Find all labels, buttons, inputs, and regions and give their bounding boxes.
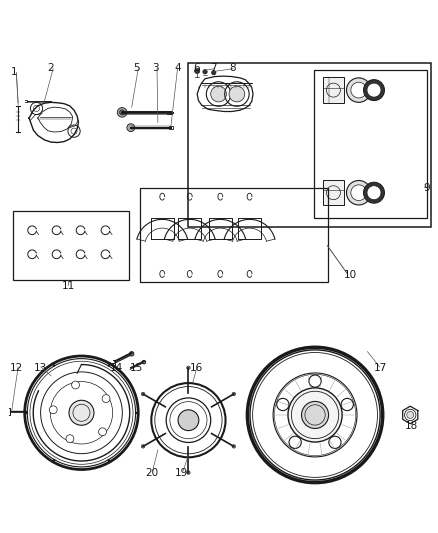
Text: 9: 9 (423, 183, 430, 193)
Circle shape (289, 436, 301, 448)
Text: 1: 1 (11, 67, 17, 77)
Text: 10: 10 (343, 270, 357, 280)
Text: 6: 6 (193, 63, 200, 73)
Text: 13: 13 (33, 363, 46, 373)
Circle shape (229, 86, 245, 102)
Circle shape (69, 400, 94, 425)
Circle shape (346, 181, 371, 205)
Circle shape (288, 388, 342, 442)
Circle shape (117, 108, 127, 117)
Circle shape (346, 78, 371, 102)
Text: 5: 5 (133, 63, 139, 73)
Circle shape (72, 381, 79, 389)
Text: 11: 11 (62, 281, 75, 291)
Circle shape (364, 182, 385, 203)
Circle shape (232, 392, 236, 395)
Circle shape (341, 398, 353, 410)
Circle shape (187, 366, 190, 369)
Circle shape (66, 435, 74, 442)
Bar (188, 63, 431, 227)
Circle shape (364, 79, 385, 101)
Circle shape (211, 86, 226, 102)
Text: 18: 18 (404, 421, 418, 431)
Bar (314, 70, 427, 219)
Text: 20: 20 (145, 467, 158, 478)
Circle shape (194, 68, 200, 74)
Bar (323, 77, 344, 103)
Text: 3: 3 (152, 63, 159, 73)
Circle shape (141, 392, 145, 395)
Circle shape (49, 406, 57, 414)
Text: 4: 4 (174, 63, 181, 73)
Text: 16: 16 (190, 363, 203, 373)
Bar (141, 188, 328, 282)
Bar (13, 211, 129, 280)
Circle shape (99, 428, 106, 435)
Circle shape (301, 401, 328, 429)
Circle shape (142, 360, 146, 364)
Circle shape (329, 436, 341, 448)
Circle shape (127, 124, 135, 132)
Circle shape (309, 375, 321, 387)
Circle shape (277, 398, 289, 410)
Text: 2: 2 (48, 63, 54, 73)
Circle shape (187, 471, 190, 474)
Text: 15: 15 (129, 363, 143, 373)
Circle shape (367, 83, 381, 97)
Circle shape (120, 110, 125, 115)
Bar (323, 180, 344, 205)
Circle shape (203, 70, 207, 74)
Circle shape (351, 82, 367, 98)
Circle shape (102, 394, 110, 402)
Circle shape (232, 445, 236, 448)
Text: 17: 17 (374, 363, 387, 373)
Circle shape (407, 411, 414, 418)
Text: 14: 14 (110, 363, 123, 373)
Text: 8: 8 (229, 63, 235, 73)
Text: 19: 19 (175, 467, 188, 478)
Circle shape (130, 352, 134, 356)
Text: 12: 12 (9, 363, 23, 373)
Circle shape (178, 410, 199, 431)
Text: 7: 7 (210, 63, 217, 73)
Circle shape (367, 185, 381, 200)
Circle shape (351, 185, 367, 200)
Circle shape (141, 445, 145, 448)
Circle shape (212, 70, 216, 75)
